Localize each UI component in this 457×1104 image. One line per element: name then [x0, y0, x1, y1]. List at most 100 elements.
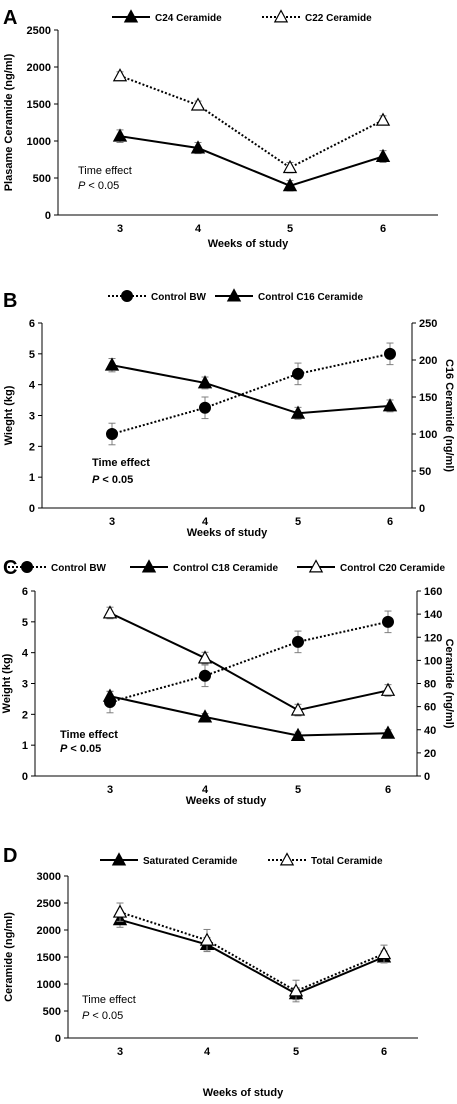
p-value-annotation: P < 0.05 [92, 474, 133, 486]
data-point [199, 932, 215, 946]
panel-letter: A [3, 7, 17, 29]
legend-marker [279, 852, 295, 866]
x-tick-label: 5 [295, 516, 301, 528]
y-tick-label: 3000 [37, 871, 61, 883]
series-line [109, 620, 389, 703]
y-tick-label: 1 [22, 740, 28, 752]
x-tick-label: 5 [287, 223, 293, 235]
y-tick-label: 0 [29, 503, 35, 515]
x-tick-label: 3 [117, 1046, 123, 1058]
y-tick-label: 1000 [37, 979, 61, 991]
y-right-tick-label: 250 [419, 318, 437, 330]
chart-panel-b: B 0 1 2 3 4 5 6 0 50 100 150 200 250 3 4 5 6 Weeks of stud… [3, 288, 455, 539]
y-tick-label: 500 [43, 1006, 61, 1018]
legend-marker [273, 9, 289, 23]
legend-entry: Total Ceramide [268, 852, 383, 867]
legend-marker [141, 559, 157, 573]
y-axis-label-right: C16 Ceramide (ng/ml) [443, 359, 455, 472]
y-axis-label: Ceramide (ng/ml) [3, 912, 15, 1002]
y-right-tick-label: 100 [419, 429, 437, 441]
legend-entry: Control C16 Ceramide [215, 288, 363, 303]
y-right-tick-label: 0 [424, 771, 430, 783]
p-value-annotation: P < 0.05 [78, 180, 119, 192]
data-point [290, 727, 306, 742]
legend-entry: Saturated Ceramide [100, 852, 238, 867]
legend-label: Saturated Ceramide [143, 856, 238, 867]
y-tick-label: 1 [29, 472, 35, 484]
series-line [111, 364, 391, 415]
data-point [380, 725, 396, 739]
y-tick-label: 2500 [27, 25, 51, 37]
x-axis-label: Weeks of study [203, 1087, 284, 1099]
data-point [112, 904, 128, 918]
legend-entry: C22 Ceramide [262, 9, 372, 24]
series-line [109, 695, 389, 737]
y-tick-label: 0 [22, 771, 28, 783]
x-tick-label: 5 [293, 1046, 299, 1058]
x-tick-label: 6 [385, 784, 391, 796]
data-point [102, 688, 118, 702]
data-point [104, 357, 120, 371]
y-tick-label: 2500 [37, 898, 61, 910]
legend-marker [121, 290, 133, 302]
data-point [288, 983, 304, 997]
x-axis-label: Weeks of study [187, 527, 268, 539]
series-line [109, 612, 389, 712]
x-tick-label: 3 [117, 223, 123, 235]
data-point [292, 367, 304, 380]
data-point [375, 148, 391, 163]
legend-label: C24 Ceramide [155, 13, 222, 24]
p-value-annotation: P < 0.05 [60, 743, 101, 755]
legend-entry: Control C18 Ceramide [130, 559, 278, 574]
data-point [384, 347, 396, 360]
chart-panel-d: D 0 500 1000 1500 2000 2500 3000 3 4 5 6 Weeks of st… [3, 845, 418, 1099]
y-tick-label: 2 [29, 441, 35, 453]
y-right-tick-label: 120 [424, 632, 442, 644]
x-tick-label: 4 [202, 516, 209, 528]
data-point [197, 375, 213, 389]
x-tick-label: 6 [387, 516, 393, 528]
series-line [119, 74, 384, 169]
x-tick-label: 3 [107, 784, 113, 796]
y-right-tick-label: 0 [419, 503, 425, 515]
x-tick-label: 4 [195, 223, 202, 235]
y-tick-label: 5 [29, 349, 35, 361]
y-tick-label: 2000 [37, 925, 61, 937]
legend-marker [21, 561, 33, 573]
y-tick-label: 4 [29, 380, 36, 392]
y-right-tick-label: 140 [424, 609, 442, 621]
legend-label: Control C18 Ceramide [173, 563, 278, 574]
data-point [290, 702, 306, 716]
p-value-annotation: P < 0.05 [82, 1010, 123, 1022]
series-1 [112, 902, 392, 1003]
panel-letter: D [3, 845, 17, 867]
legend-label: Control BW [51, 563, 107, 574]
panel-letter: C [3, 557, 17, 579]
y-tick-label: 2000 [27, 62, 51, 74]
data-point [380, 682, 396, 696]
legend-marker [123, 9, 139, 23]
y-right-tick-label: 40 [424, 725, 436, 737]
x-tick-label: 6 [381, 1046, 387, 1058]
y-axis-label: Plasame Ceramide (ng/ml) [3, 53, 15, 191]
y-right-tick-label: 100 [424, 655, 442, 667]
y-right-tick-label: 150 [419, 392, 437, 404]
series-line [119, 911, 385, 993]
data-point [190, 97, 206, 111]
series-0 [112, 128, 391, 192]
data-point [282, 178, 298, 192]
y-right-tick-label: 20 [424, 748, 436, 760]
series-1 [102, 688, 396, 742]
data-point [197, 709, 213, 723]
legend-entry: Control C20 Ceramide [297, 559, 445, 574]
series-2 [102, 605, 396, 717]
series-line [119, 918, 385, 995]
legend-entry: Control BW [108, 290, 207, 303]
time-effect-annotation: Time effect [60, 729, 118, 741]
y-tick-label: 1500 [27, 99, 51, 111]
time-effect-annotation: Time effect [92, 457, 150, 469]
y-axis-label: Weight (kg) [1, 653, 13, 713]
legend-marker [226, 288, 242, 302]
y-right-tick-label: 160 [424, 586, 442, 598]
series-0 [104, 610, 394, 714]
